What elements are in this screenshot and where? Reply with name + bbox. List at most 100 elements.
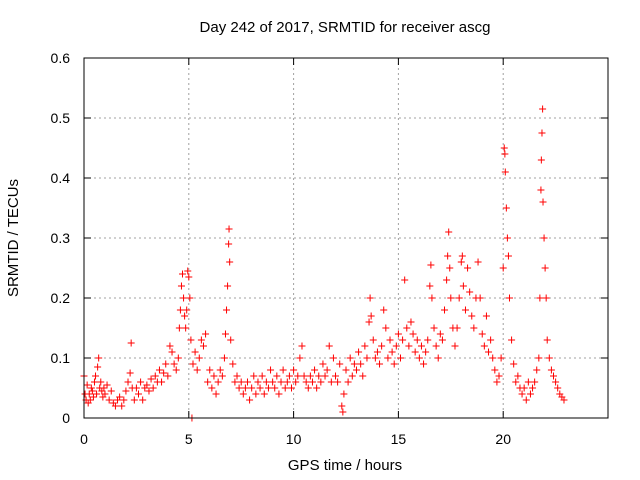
data-point <box>339 408 347 416</box>
data-point <box>107 387 115 395</box>
data-point <box>122 387 130 395</box>
data-point <box>183 306 191 314</box>
data-point <box>254 378 262 386</box>
data-point <box>495 372 503 380</box>
data-point <box>436 330 444 338</box>
data-point <box>430 324 438 332</box>
data-point <box>390 360 398 368</box>
data-point <box>504 252 512 260</box>
data-point <box>409 330 417 338</box>
data-point <box>132 384 140 392</box>
data-point <box>403 324 411 332</box>
data-point <box>225 240 233 248</box>
data-point <box>373 348 381 356</box>
data-point <box>512 378 520 386</box>
data-point <box>485 348 493 356</box>
data-point <box>176 306 184 314</box>
data-point <box>540 234 548 242</box>
data-point <box>401 276 409 284</box>
data-point <box>474 258 482 266</box>
data-point <box>139 396 147 404</box>
data-point <box>248 384 256 392</box>
data-point <box>197 336 205 344</box>
data-point <box>180 294 188 302</box>
data-point <box>214 378 222 386</box>
data-point <box>231 378 239 386</box>
data-point <box>285 372 293 380</box>
data-point <box>386 336 394 344</box>
data-point <box>434 354 442 362</box>
data-point <box>363 354 371 362</box>
data-point <box>392 342 400 350</box>
data-point <box>95 354 103 362</box>
data-point <box>405 342 413 350</box>
data-point <box>296 354 304 362</box>
data-point <box>120 396 128 404</box>
data-point <box>476 294 484 302</box>
data-point <box>212 390 220 398</box>
axis-ticks <box>83 57 608 419</box>
data-point <box>468 312 476 320</box>
data-point <box>177 282 185 290</box>
data-point <box>221 330 229 338</box>
data-point <box>426 282 434 290</box>
y-tick-label: 0 <box>62 410 70 426</box>
data-point <box>118 402 126 410</box>
chart-title: Day 242 of 2017, SRMTID for receiver asc… <box>200 19 491 36</box>
data-point <box>378 342 386 350</box>
data-point <box>126 369 134 377</box>
data-point <box>350 360 358 368</box>
data-point <box>86 396 94 404</box>
data-point <box>361 342 369 350</box>
data-point <box>466 288 474 296</box>
data-point <box>210 372 218 380</box>
data-point <box>241 384 249 392</box>
data-point <box>510 360 518 368</box>
data-point <box>535 354 543 362</box>
data-point <box>304 384 312 392</box>
data-point <box>319 360 327 368</box>
data-point <box>371 354 379 362</box>
data-point <box>279 366 287 374</box>
x-tick-label: 0 <box>80 431 88 447</box>
y-tick-label: 0.5 <box>51 110 71 126</box>
data-point <box>127 339 135 347</box>
data-point <box>290 366 298 374</box>
data-point <box>458 252 466 260</box>
data-point <box>308 378 316 386</box>
data-point <box>554 384 562 392</box>
data-point <box>164 372 172 380</box>
data-point <box>376 360 384 368</box>
data-point <box>451 342 459 350</box>
data-point <box>134 390 142 398</box>
data-point <box>545 354 553 362</box>
data-point <box>455 294 463 302</box>
data-point <box>302 378 310 386</box>
data-point <box>246 396 254 404</box>
data-point <box>438 336 446 344</box>
data-point <box>168 348 176 356</box>
data-point <box>380 306 388 314</box>
data-point <box>315 372 323 380</box>
data-point <box>223 306 231 314</box>
data-point <box>162 360 170 368</box>
data-point <box>89 393 97 401</box>
data-point <box>550 372 558 380</box>
data-point <box>444 252 452 260</box>
data-point <box>85 390 93 398</box>
data-point <box>447 294 455 302</box>
data-point <box>185 273 193 281</box>
data-point <box>499 264 507 272</box>
data-point <box>542 294 550 302</box>
data-point <box>457 258 465 266</box>
data-point <box>407 318 415 326</box>
data-point <box>181 312 189 320</box>
data-point <box>158 378 166 386</box>
data-point <box>453 324 461 332</box>
data-point <box>422 348 430 356</box>
data-point <box>250 372 258 380</box>
data-point <box>172 366 180 374</box>
data-point <box>445 228 453 236</box>
data-point <box>313 384 321 392</box>
data-point <box>233 372 241 380</box>
